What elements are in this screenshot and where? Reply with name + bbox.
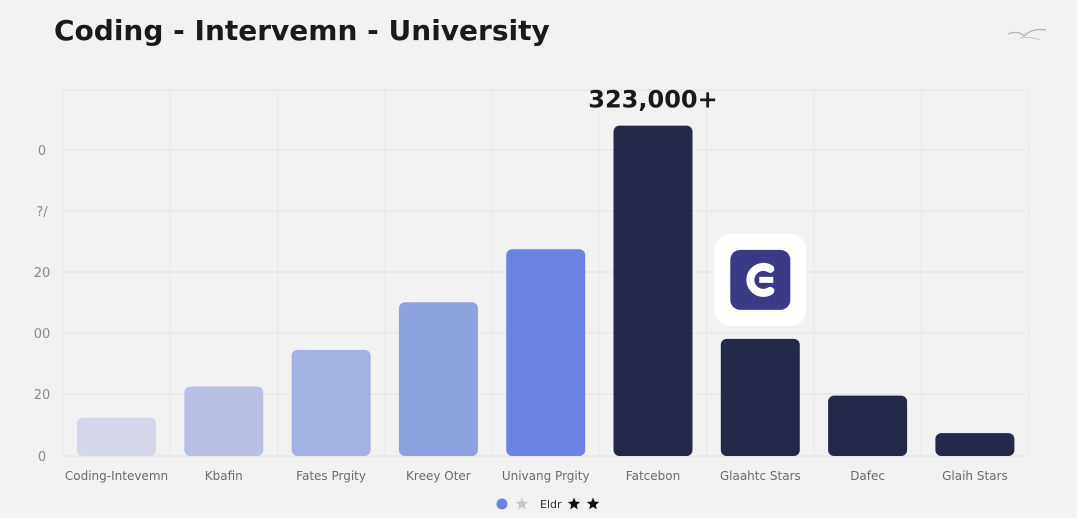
- legend-star-marker: [515, 497, 529, 510]
- legend-star-marker: [567, 497, 581, 510]
- bar: [613, 125, 693, 456]
- y-tick-label: 0: [38, 144, 46, 159]
- bar: [828, 395, 908, 456]
- category-label: Glaahtc Stars: [720, 469, 801, 483]
- peak-annotation: 323,000+: [588, 86, 717, 114]
- bird-icon: [1007, 28, 1047, 41]
- category-label: Coding-Intevemn: [65, 469, 168, 483]
- legend-star-marker: [586, 497, 600, 510]
- category-labels: Coding-Intevemn Kbafin Fates Prgity Kreey O…: [65, 469, 1008, 483]
- category-label: Dafec: [850, 469, 885, 483]
- y-tick-label: 20: [34, 388, 51, 403]
- y-tick-label: 20: [34, 266, 51, 281]
- y-tick-label: 00: [34, 327, 51, 342]
- category-label: Kreey Oter: [406, 469, 471, 483]
- y-axis-ticks: 0 20 00 20 ?/ 0: [34, 144, 51, 465]
- category-label: Glaih Stars: [942, 469, 1008, 483]
- bar: [184, 386, 264, 456]
- bar: [935, 433, 1015, 456]
- category-label: Fatcebon: [626, 469, 680, 483]
- bar: [720, 338, 800, 456]
- bar: [398, 302, 478, 456]
- category-label: Kbafin: [205, 469, 243, 483]
- bar: [506, 249, 586, 456]
- legend-label: Eldr: [540, 498, 562, 511]
- category-label: Fates Prgity: [296, 469, 366, 483]
- y-tick-label: 0: [38, 450, 46, 465]
- bar: [291, 349, 371, 456]
- bar: [77, 417, 156, 456]
- category-label: Univang Prgity: [502, 469, 590, 483]
- legend-dot-marker: [496, 498, 508, 510]
- chart-title: Coding - Intervemn - University: [54, 14, 550, 47]
- grid: [62, 89, 1030, 457]
- y-tick-label: ?/: [36, 205, 48, 220]
- bars: [77, 125, 1015, 456]
- legend: Eldr: [496, 497, 600, 511]
- g-logo-icon: [714, 233, 807, 326]
